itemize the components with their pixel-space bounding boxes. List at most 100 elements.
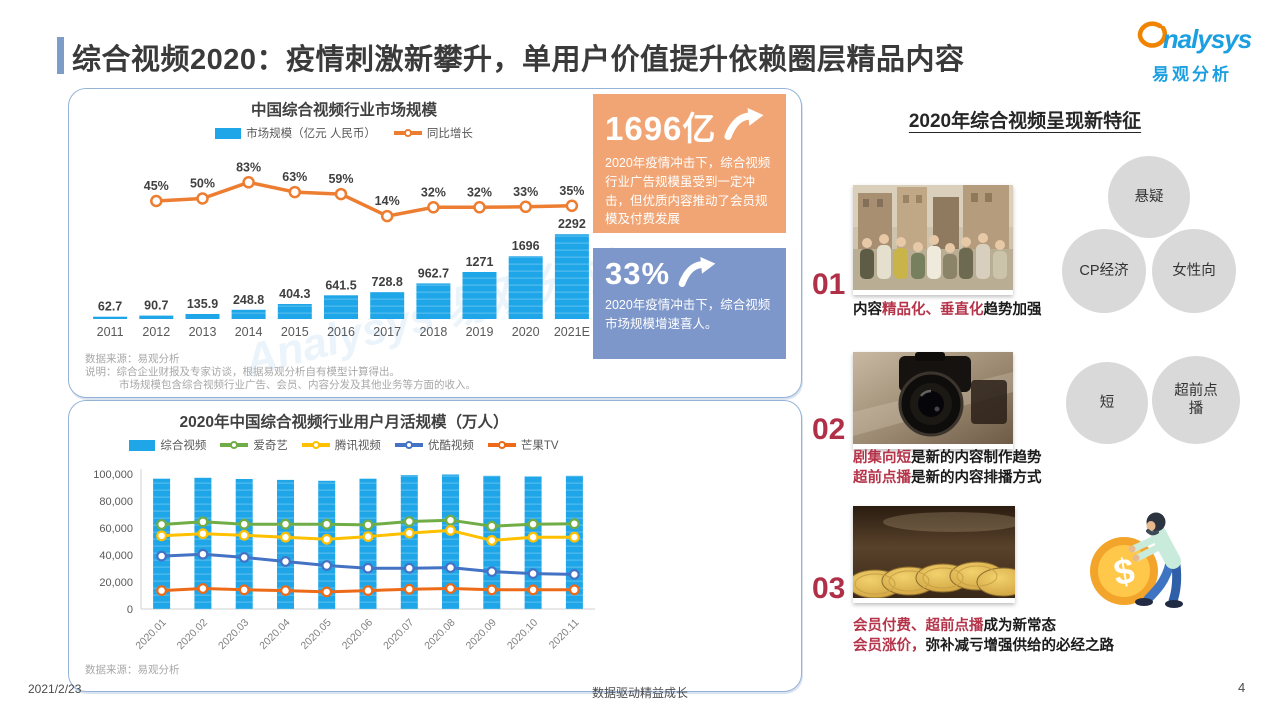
svg-text:33%: 33% <box>513 185 538 199</box>
svg-text:1696: 1696 <box>512 239 540 253</box>
callout-33pct: 33% 2020年疫情冲击下，综合视频市场规模增速喜人。 <box>593 248 786 359</box>
title-accent-bar <box>57 37 64 74</box>
svg-text:2020.06: 2020.06 <box>340 617 375 652</box>
feature-bubble: CP经济 <box>1062 229 1146 313</box>
svg-text:14%: 14% <box>375 194 400 208</box>
svg-text:2020.01: 2020.01 <box>133 617 168 652</box>
svg-text:2016: 2016 <box>327 325 355 339</box>
svg-text:2020.03: 2020.03 <box>216 617 251 652</box>
note-line-2: 市场规模包含综合视频行业广告、会员、内容分发及其他业务等方面的收入。 <box>119 379 476 392</box>
svg-text:63%: 63% <box>282 170 307 184</box>
right-panel-title: 2020年综合视频呈现新特征 <box>908 111 1142 132</box>
svg-text:962.7: 962.7 <box>418 266 449 280</box>
feature-bubble: 短 <box>1066 362 1148 444</box>
svg-text:2021E: 2021E <box>554 325 590 339</box>
callout-33pct-text: 2020年疫情冲击下，综合视频市场规模增速喜人。 <box>605 298 771 331</box>
feature-bubble: 超前点播 <box>1152 356 1240 444</box>
analysys-logo: nalysys 易观分析 <box>1122 20 1262 85</box>
svg-text:2015: 2015 <box>281 325 309 339</box>
person-pushing-coin-illustration: $ <box>1086 497 1206 614</box>
svg-text:2020.04: 2020.04 <box>257 617 292 652</box>
section-2-caption: 剧集向短是新的内容制作趋势 超前点播是新的内容排播方式 <box>853 450 1042 487</box>
feature-bubble: 悬疑 <box>1108 156 1190 238</box>
svg-text:2020.11: 2020.11 <box>547 617 582 652</box>
svg-text:2013: 2013 <box>189 325 217 339</box>
up-arrow-icon <box>724 107 764 145</box>
svg-text:1271: 1271 <box>466 255 494 269</box>
market-chart-notes: 数据来源：易观分析 说明：综合企业财报及专家访谈，根据易观分析自有模型计算得出。… <box>85 353 476 392</box>
svg-text:2020.05: 2020.05 <box>298 617 333 652</box>
svg-text:62.7: 62.7 <box>98 300 122 314</box>
section-number-03: 03 <box>812 572 846 605</box>
section-number-02: 02 <box>812 413 846 446</box>
svg-text:2020.09: 2020.09 <box>464 617 499 652</box>
svg-text:2012: 2012 <box>142 325 170 339</box>
legend-item: 优酷视频 <box>394 437 474 453</box>
svg-text:80,000: 80,000 <box>99 496 133 508</box>
svg-text:35%: 35% <box>559 184 584 198</box>
svg-text:2018: 2018 <box>419 325 447 339</box>
svg-text:50%: 50% <box>190 177 215 191</box>
svg-text:59%: 59% <box>328 172 353 186</box>
gold-coins-photo <box>847 506 1030 603</box>
svg-text:2020.07: 2020.07 <box>381 617 416 652</box>
svg-text:40,000: 40,000 <box>99 550 133 562</box>
logo-chinese-name: 易观分析 <box>1152 65 1232 84</box>
svg-text:83%: 83% <box>236 160 261 174</box>
svg-text:20,000: 20,000 <box>99 577 133 589</box>
svg-text:100,000: 100,000 <box>93 469 133 481</box>
svg-text:32%: 32% <box>467 185 492 199</box>
mau-chart-legend: 综合视频 爱奇艺 腾讯视频 优酷视频 芒果TV <box>69 437 619 453</box>
svg-text:2020.02: 2020.02 <box>175 617 210 652</box>
svg-text:641.5: 641.5 <box>325 278 356 292</box>
callout-33pct-number: 33% <box>605 256 671 291</box>
footer-slogan: 数据驱动精益成长 <box>591 686 688 700</box>
callout-1696-number: 1696亿 <box>605 110 717 147</box>
market-chart-title: 中国综合视频行业市场规模 <box>250 102 437 119</box>
svg-text:90.7: 90.7 <box>144 299 168 313</box>
legend-item: 综合视频 <box>129 437 206 453</box>
svg-text:404.3: 404.3 <box>279 287 310 301</box>
feature-bubble: 女性向 <box>1152 229 1236 313</box>
camera-lens-photo <box>853 352 1013 449</box>
logo-wordmark: nalysys <box>1162 24 1252 54</box>
page-number: 4 <box>1238 680 1246 695</box>
callout-1696: 1696亿 2020年疫情冲击下，综合视频行业广告规模虽受到一定冲击，但优质内容… <box>593 94 786 233</box>
svg-text:728.8: 728.8 <box>372 275 403 289</box>
market-scale-chart: 62.7 2011 90.7 2012 135.9 2013 248.8 2014 404.3 2… <box>93 160 590 339</box>
mau-chart-notes: 数据来源：易观分析 <box>85 664 180 677</box>
svg-text:45%: 45% <box>144 179 169 193</box>
svg-text:2019: 2019 <box>466 325 494 339</box>
footer-date: 2021/2/23 <box>28 682 82 696</box>
logo-swirl-icon <box>1133 20 1169 59</box>
market-chart-legend: 市场规模（亿元 人民币） 同比增长 <box>69 125 619 141</box>
callout-1696-text: 2020年疫情冲击下，综合视频行业广告规模虽受到一定冲击，但优质内容推动了会员规… <box>605 156 771 227</box>
mau-card: Analysys 易观分析 2020年中国综合视频行业用户月活规模（万人） 综合… <box>68 400 802 692</box>
svg-text:2017: 2017 <box>373 325 401 339</box>
section-3-caption: 会员付费、超前点播成为新常态 会员涨价，弥补减亏增强供给的必经之路 <box>853 618 1114 655</box>
svg-text:248.8: 248.8 <box>233 293 264 307</box>
drama-cast-photo <box>853 185 1013 295</box>
market-scale-card: Analysys 易观分析 中国综合视频行业市场规模 市场规模（亿元 人民币）同… <box>68 88 802 398</box>
legend-item: 芒果TV <box>487 437 559 453</box>
section-number-01: 01 <box>812 268 846 301</box>
page-title: 综合视频2020：疫情刺激新攀升，单用户价值提升依赖圈层精品内容 <box>72 44 965 76</box>
svg-text:135.9: 135.9 <box>187 297 218 311</box>
svg-text:2011: 2011 <box>97 325 124 339</box>
svg-text:32%: 32% <box>421 185 446 199</box>
svg-text:2292: 2292 <box>558 217 586 231</box>
data-source: 数据来源：易观分析 <box>85 664 180 676</box>
svg-text:0: 0 <box>127 604 133 616</box>
up-arrow-icon <box>678 256 716 292</box>
svg-text:2020.08: 2020.08 <box>422 617 457 652</box>
note-line-1: 说明：综合企业财报及专家访谈，根据易观分析自有模型计算得出。 <box>85 366 400 379</box>
legend-item: 腾讯视频 <box>301 437 381 453</box>
svg-text:2014: 2014 <box>235 325 263 339</box>
legend-item: 同比增长 <box>393 125 473 141</box>
legend-item: 市场规模（亿元 人民币） <box>215 125 376 141</box>
section-1-caption: 内容精品化、垂直化趋势加强 <box>853 302 1042 318</box>
svg-text:60,000: 60,000 <box>99 523 133 535</box>
data-source: 数据来源：易观分析 <box>85 353 180 365</box>
svg-text:2020.10: 2020.10 <box>505 617 540 652</box>
